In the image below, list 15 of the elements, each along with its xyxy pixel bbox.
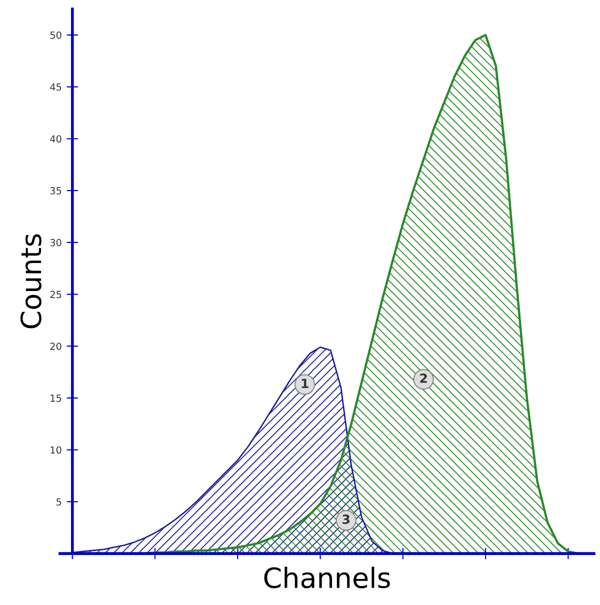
- y-tick-label: 40: [50, 135, 62, 143]
- y-tick-label: 25: [50, 290, 62, 298]
- y-axis-title: Counts: [20, 234, 42, 328]
- x-axis-title: Channels: [264, 566, 390, 588]
- y-tick-label: 30: [50, 238, 62, 246]
- y-tick-label: 10: [50, 446, 62, 454]
- y-tick-label: 45: [50, 83, 62, 91]
- y-tick-label: 15: [50, 394, 62, 402]
- annotation: 2: [420, 374, 427, 383]
- y-tick-label: 35: [50, 187, 62, 194]
- annotation: 1: [302, 378, 308, 388]
- y-tick-label: 50: [50, 31, 62, 39]
- annotation: 3: [342, 514, 350, 524]
- y-tick-label: 5: [56, 498, 62, 506]
- y-tick-label: 20: [50, 342, 62, 350]
